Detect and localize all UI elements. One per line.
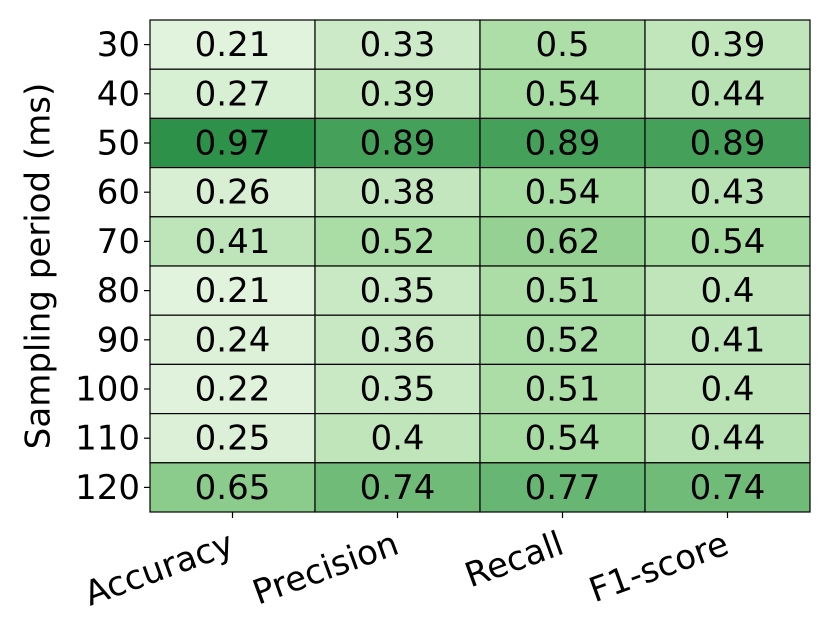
cell-label: 0.39 bbox=[360, 74, 436, 114]
x-tick-label: Accuracy bbox=[79, 524, 239, 615]
heatmap-cell bbox=[314, 68, 481, 119]
cell-label: 0.24 bbox=[195, 320, 271, 360]
y-tick-label: 60 bbox=[97, 173, 140, 213]
cell-label: 0.44 bbox=[690, 419, 766, 459]
heatmap-cell bbox=[644, 314, 811, 366]
y-axis-label: Sampling period (ms) bbox=[19, 83, 59, 449]
cell-label: 0.51 bbox=[525, 370, 601, 410]
heatmap-cell bbox=[314, 19, 481, 70]
cell-label: 0.65 bbox=[195, 468, 271, 508]
heatmap-cell bbox=[644, 68, 811, 119]
cell-label: 0.25 bbox=[195, 419, 271, 459]
heatmap-cell bbox=[479, 363, 646, 415]
cell-label: 0.21 bbox=[195, 271, 271, 311]
cell-label: 0.4 bbox=[700, 370, 754, 410]
cell-label: 0.52 bbox=[525, 320, 601, 360]
heatmap-cell bbox=[644, 216, 811, 267]
heatmap-cell bbox=[149, 363, 316, 415]
heatmap-cell bbox=[314, 216, 481, 267]
cell-label: 0.41 bbox=[690, 320, 766, 360]
cell-label: 0.41 bbox=[195, 222, 271, 262]
y-tick-label: 100 bbox=[75, 370, 140, 410]
cell-label: 0.4 bbox=[370, 419, 424, 459]
cell-label: 0.39 bbox=[690, 25, 766, 65]
cell-label: 0.51 bbox=[525, 271, 601, 311]
cell-label: 0.38 bbox=[360, 173, 436, 213]
heatmap-cell bbox=[644, 413, 811, 464]
heatmap-cell bbox=[479, 462, 646, 513]
cell-label: 0.54 bbox=[525, 173, 601, 213]
cell-label: 0.54 bbox=[525, 74, 601, 114]
cell-label: 0.74 bbox=[690, 468, 766, 508]
heatmap-cell bbox=[644, 19, 811, 70]
y-tick-label: 110 bbox=[75, 419, 140, 459]
cell-label: 0.74 bbox=[360, 468, 436, 508]
cell-label: 0.35 bbox=[360, 271, 436, 311]
x-tick-label: Precision bbox=[248, 524, 404, 613]
cell-label: 0.33 bbox=[360, 25, 436, 65]
y-tick-label: 90 bbox=[97, 320, 140, 360]
cell-label: 0.89 bbox=[690, 124, 766, 164]
heatmap-cell bbox=[149, 462, 316, 513]
heatmap-cell bbox=[149, 314, 316, 366]
cell-label: 0.54 bbox=[525, 419, 601, 459]
y-tick-label: 30 bbox=[97, 25, 140, 65]
cell-label: 0.43 bbox=[690, 173, 766, 213]
x-tick-label: Recall bbox=[460, 524, 569, 596]
heatmap-cell bbox=[314, 167, 481, 218]
y-tick-label: 80 bbox=[97, 271, 140, 311]
cell-label: 0.26 bbox=[195, 173, 271, 213]
heatmap-cell bbox=[644, 117, 811, 169]
heatmap-cell bbox=[644, 462, 811, 513]
cell-label: 0.22 bbox=[195, 370, 271, 410]
cell-label: 0.5 bbox=[535, 25, 589, 65]
heatmap-cell bbox=[479, 265, 646, 316]
heatmap-cell bbox=[644, 265, 811, 316]
heatmap-cell bbox=[479, 314, 646, 366]
heatmap-cell bbox=[479, 19, 646, 70]
y-tick-label: 40 bbox=[97, 74, 140, 114]
y-tick-label: 70 bbox=[97, 222, 140, 262]
cell-label: 0.97 bbox=[195, 124, 271, 164]
heatmap-cell bbox=[314, 117, 481, 169]
cell-label: 0.44 bbox=[690, 74, 766, 114]
cell-label: 0.89 bbox=[360, 124, 436, 164]
cell-label: 0.52 bbox=[360, 222, 436, 262]
heatmap-cell bbox=[314, 462, 481, 513]
cell-label: 0.4 bbox=[700, 271, 754, 311]
x-tick-label: F1-score bbox=[584, 524, 734, 611]
heatmap-cell bbox=[149, 19, 316, 70]
cell-label: 0.77 bbox=[525, 468, 601, 508]
heatmap-cell bbox=[149, 265, 316, 316]
heatmap-cell bbox=[314, 265, 481, 316]
y-tick-label: 50 bbox=[97, 124, 140, 164]
cell-label: 0.54 bbox=[690, 222, 766, 262]
cell-label: 0.21 bbox=[195, 25, 271, 65]
y-tick-label: 120 bbox=[75, 468, 140, 508]
cell-label: 0.89 bbox=[525, 124, 601, 164]
cell-label: 0.36 bbox=[360, 320, 436, 360]
cell-label: 0.27 bbox=[195, 74, 271, 114]
heatmap-cell bbox=[479, 216, 646, 267]
cell-label: 0.35 bbox=[360, 370, 436, 410]
cell-label: 0.62 bbox=[525, 222, 601, 262]
heatmap-cell bbox=[644, 167, 811, 218]
